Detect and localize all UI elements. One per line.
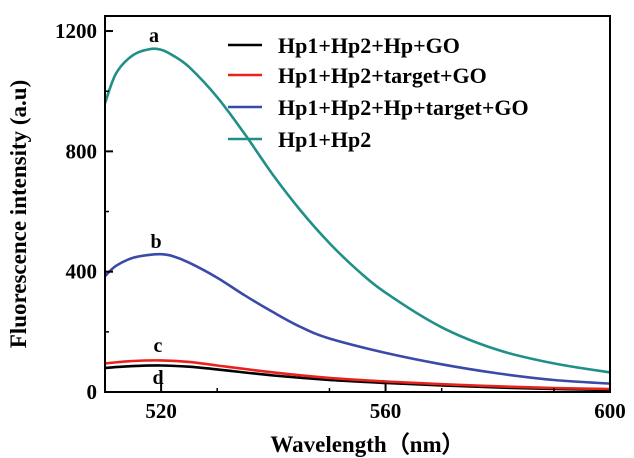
curve-label-d: d	[152, 367, 163, 389]
series-curves	[105, 47, 610, 392]
x-tick-label: 520	[145, 399, 177, 423]
y-tick-label: 0	[87, 380, 98, 404]
x-tick-label: 600	[594, 399, 626, 423]
legend: Hp1+Hp2+Hp+GO Hp1+Hp2+target+GO Hp1+Hp2+Hp…	[228, 33, 529, 152]
legend-entry: Hp1+Hp2+Hp+GO	[278, 33, 460, 58]
legend-entry: Hp1+Hp2+target+GO	[278, 63, 487, 88]
series-line-b	[105, 252, 610, 385]
y-tick-label: 1200	[55, 19, 97, 43]
y-tick-label: 800	[66, 139, 98, 163]
curve-label-c: c	[154, 335, 163, 357]
x-tick-label: 560	[370, 399, 402, 423]
curve-labels: dc b a	[149, 25, 164, 389]
y-tick-label: 400	[66, 260, 98, 284]
axis-ticks: 520 560 600 0 400 800 1200	[55, 19, 626, 423]
series-line-a	[105, 47, 610, 374]
curve-label-a: a	[149, 25, 159, 47]
legend-entry: Hp1+Hp2	[278, 127, 371, 152]
legend-entry: Hp1+Hp2+Hp+target+GO	[278, 95, 529, 120]
x-axis-title: Wavelength（nm）	[270, 431, 464, 457]
plot-frame	[104, 15, 611, 393]
y-axis-title: Fluorescence intensity (a.u)	[6, 80, 31, 349]
curve-label-b: b	[150, 231, 161, 253]
series-line-c	[105, 359, 610, 391]
